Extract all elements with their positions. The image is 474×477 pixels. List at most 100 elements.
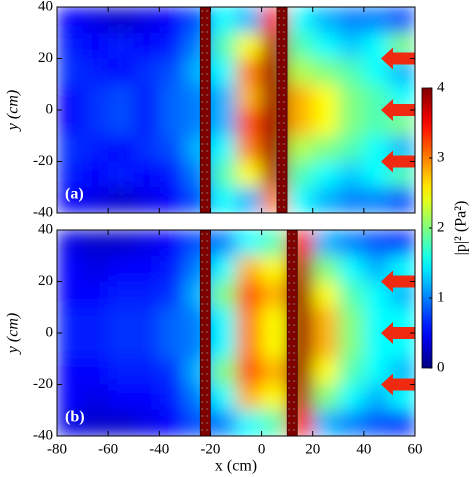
heat-cell <box>210 281 237 308</box>
heat-cell <box>133 135 160 162</box>
heat-cell <box>210 187 237 213</box>
heat-cell <box>312 333 339 360</box>
heat-cell <box>133 161 160 188</box>
heat-cell <box>338 307 365 334</box>
heat-cell <box>338 333 365 360</box>
heat-cell <box>108 84 135 111</box>
heat-cell <box>159 32 186 59</box>
heat-cell <box>159 410 186 436</box>
heat-cell <box>57 410 84 436</box>
heat-cell <box>338 110 365 137</box>
heat-cell <box>287 58 314 85</box>
heat-cell <box>108 384 135 411</box>
heat-cell <box>210 410 237 436</box>
heat-cell <box>236 187 263 213</box>
heat-cell <box>287 110 314 137</box>
heat-cell <box>236 110 263 137</box>
colorbar-tick-label: 2 <box>437 219 445 235</box>
heat-cell <box>57 255 84 282</box>
heat-cell <box>133 230 160 257</box>
heat-cell <box>108 358 135 385</box>
heat-cell <box>57 358 84 385</box>
heat-cell <box>312 187 339 213</box>
heat-cell <box>159 281 186 308</box>
heat-cell <box>57 7 84 34</box>
heat-cell <box>363 161 390 188</box>
heat-cell <box>287 135 314 162</box>
heat-cell <box>108 110 135 137</box>
heat-cell <box>389 187 415 213</box>
heat-cell <box>210 161 237 188</box>
heat-cell <box>312 161 339 188</box>
y-axis-label: y (cm) <box>5 313 22 355</box>
y-tick-label: 0 <box>46 101 54 117</box>
heat-cell <box>57 333 84 360</box>
heat-cell <box>159 110 186 137</box>
heat-cell <box>236 135 263 162</box>
heat-cell <box>57 84 84 111</box>
heat-cell <box>108 333 135 360</box>
x-tick-label: -20 <box>200 441 220 457</box>
y-tick-label: -40 <box>33 427 53 443</box>
heat-cell <box>82 7 109 34</box>
heatmap <box>57 230 415 436</box>
heat-cell <box>363 110 390 137</box>
heat-cell <box>312 281 339 308</box>
colorbar-tick-label: 4 <box>437 79 445 95</box>
heat-cell <box>133 187 160 213</box>
x-tick-label: -80 <box>47 441 67 457</box>
heat-cell <box>159 333 186 360</box>
heat-cell <box>236 307 263 334</box>
barrier <box>276 7 288 213</box>
y-tick-label: -20 <box>33 376 53 392</box>
heat-cell <box>236 84 263 111</box>
heat-cell <box>133 358 160 385</box>
heat-cell <box>82 358 109 385</box>
heat-cell <box>159 307 186 334</box>
heat-cell <box>108 7 135 34</box>
heat-cell <box>108 230 135 257</box>
heat-cell <box>363 187 390 213</box>
heat-cell <box>57 32 84 59</box>
heat-cell <box>261 255 288 282</box>
heat-cell <box>108 135 135 162</box>
heat-cell <box>210 84 237 111</box>
heat-cell <box>82 333 109 360</box>
heat-cell <box>108 161 135 188</box>
heat-cell <box>57 307 84 334</box>
heat-cell <box>57 135 84 162</box>
source-arrow <box>381 150 415 173</box>
heat-cell <box>82 410 109 436</box>
heat-cell <box>210 110 237 137</box>
heat-cell <box>133 255 160 282</box>
colorbar-tick-label: 3 <box>437 149 445 165</box>
heat-cell <box>261 358 288 385</box>
heat-cell <box>57 58 84 85</box>
heat-cell <box>82 307 109 334</box>
heat-cell <box>363 58 390 85</box>
heat-cell <box>210 333 237 360</box>
heat-cell <box>133 32 160 59</box>
x-tick-label: -60 <box>98 441 118 457</box>
heat-cell <box>133 384 160 411</box>
heat-cell <box>338 281 365 308</box>
x-tick-label: 0 <box>258 441 266 457</box>
heat-cell <box>210 135 237 162</box>
heat-cell <box>108 410 135 436</box>
heatmap-clip <box>57 7 415 213</box>
heat-cell <box>312 58 339 85</box>
heat-cell <box>363 281 390 308</box>
heat-cell <box>312 110 339 137</box>
heat-cell <box>261 384 288 411</box>
heat-cell <box>159 135 186 162</box>
heat-cell <box>389 230 415 257</box>
y-tick-label: 20 <box>38 50 53 66</box>
heat-cell <box>210 32 237 59</box>
y-tick-label: 40 <box>38 0 53 14</box>
heat-cell <box>312 84 339 111</box>
heat-cell <box>210 307 237 334</box>
heat-cell <box>338 230 365 257</box>
heat-cell <box>389 410 415 436</box>
heat-cell <box>82 255 109 282</box>
heat-cell <box>57 230 84 257</box>
